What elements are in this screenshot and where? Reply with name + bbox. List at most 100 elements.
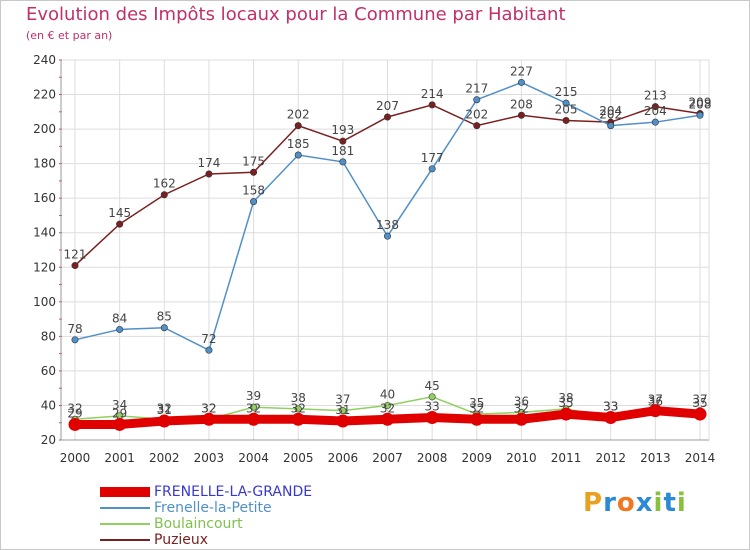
data-label: 32 bbox=[246, 401, 261, 415]
logo-letter: t bbox=[663, 488, 677, 518]
logo-letter: i bbox=[653, 488, 664, 518]
legend-label: Boulaincourt bbox=[154, 516, 243, 532]
data-point bbox=[294, 405, 302, 413]
x-tick-label: 2003 bbox=[194, 451, 225, 465]
data-label: 208 bbox=[689, 97, 712, 111]
logo-letter: o bbox=[616, 488, 636, 518]
data-label: 202 bbox=[465, 108, 488, 122]
data-label: 36 bbox=[648, 394, 663, 408]
data-label: 32 bbox=[380, 401, 395, 415]
x-tick-label: 2008 bbox=[417, 451, 448, 465]
data-label: 162 bbox=[153, 177, 176, 191]
data-point bbox=[339, 407, 347, 415]
data-label: 29 bbox=[112, 406, 127, 420]
legend-item: Puzieux bbox=[100, 532, 312, 548]
data-label: 37 bbox=[692, 393, 707, 407]
data-label: 32 bbox=[201, 401, 216, 415]
data-label: 32 bbox=[469, 401, 484, 415]
data-label: 31 bbox=[335, 403, 350, 417]
data-label: 32 bbox=[291, 401, 306, 415]
data-point bbox=[116, 325, 124, 333]
data-label: 40 bbox=[380, 387, 395, 401]
data-point bbox=[383, 113, 391, 121]
data-label: 37 bbox=[335, 393, 350, 407]
x-tick-label: 2002 bbox=[149, 451, 180, 465]
data-point bbox=[250, 403, 258, 411]
data-label: 78 bbox=[67, 322, 82, 336]
legend-label: FRENELLE-LA-GRANDE bbox=[154, 484, 313, 500]
x-tick-label: 2014 bbox=[685, 451, 716, 465]
data-label: 35 bbox=[558, 396, 573, 410]
y-tick-label: 40 bbox=[41, 398, 56, 412]
data-point bbox=[651, 118, 659, 126]
data-label: 85 bbox=[157, 310, 172, 324]
data-label: 158 bbox=[242, 184, 265, 198]
data-point bbox=[693, 407, 707, 421]
x-tick-label: 2011 bbox=[551, 451, 582, 465]
y-tick-label: 140 bbox=[33, 226, 56, 240]
data-label: 205 bbox=[555, 102, 578, 116]
legend-swatch bbox=[100, 523, 150, 525]
data-label: 33 bbox=[425, 400, 440, 414]
data-label: 175 bbox=[242, 154, 265, 168]
data-label: 38 bbox=[558, 391, 573, 405]
logo-letter: P bbox=[583, 488, 604, 518]
data-label: 145 bbox=[108, 206, 131, 220]
x-tick-label: 2010 bbox=[506, 451, 537, 465]
data-point bbox=[470, 412, 484, 426]
data-point bbox=[696, 111, 704, 119]
data-point bbox=[250, 198, 258, 206]
y-tick-label: 20 bbox=[41, 433, 56, 447]
x-tick-label: 2013 bbox=[640, 451, 671, 465]
data-label: 35 bbox=[469, 396, 484, 410]
data-label: 31 bbox=[157, 403, 172, 417]
data-label: 32 bbox=[201, 401, 216, 415]
proxiti-logo: Proxiti bbox=[583, 488, 687, 518]
data-label: 202 bbox=[287, 108, 310, 122]
data-point bbox=[202, 412, 216, 426]
y-tick-label: 80 bbox=[41, 329, 56, 343]
data-point bbox=[339, 158, 347, 166]
y-tick-label: 160 bbox=[33, 191, 56, 205]
data-point bbox=[514, 412, 528, 426]
data-point bbox=[381, 412, 394, 426]
data-point bbox=[71, 262, 79, 270]
legend-swatch bbox=[100, 487, 150, 497]
data-label: 209 bbox=[689, 96, 712, 110]
data-point bbox=[247, 412, 261, 426]
data-point bbox=[113, 417, 127, 431]
data-point bbox=[205, 346, 213, 354]
data-point bbox=[607, 122, 615, 130]
legend-item: Boulaincourt bbox=[100, 516, 312, 532]
data-label: 32 bbox=[67, 401, 82, 415]
data-point bbox=[160, 324, 168, 332]
data-label: 217 bbox=[465, 82, 488, 96]
data-label: 213 bbox=[644, 89, 667, 103]
logo-letter: x bbox=[635, 488, 654, 518]
data-point bbox=[294, 122, 302, 130]
data-label: 36 bbox=[514, 394, 529, 408]
data-label: 181 bbox=[331, 144, 354, 158]
x-tick-label: 2004 bbox=[238, 451, 269, 465]
data-label: 34 bbox=[112, 398, 127, 412]
data-label: 193 bbox=[331, 123, 354, 137]
data-point bbox=[651, 103, 659, 111]
data-label: 214 bbox=[421, 87, 444, 101]
data-label: 215 bbox=[555, 85, 578, 99]
data-point bbox=[291, 412, 305, 426]
y-tick-label: 100 bbox=[33, 295, 56, 309]
data-label: 138 bbox=[376, 218, 399, 232]
data-label: 35 bbox=[692, 396, 707, 410]
y-tick-label: 220 bbox=[33, 88, 56, 102]
data-label: 204 bbox=[644, 104, 667, 118]
data-point bbox=[383, 232, 391, 240]
data-label: 174 bbox=[197, 156, 220, 170]
data-point bbox=[562, 116, 570, 124]
data-point bbox=[336, 414, 350, 428]
data-point bbox=[559, 407, 573, 421]
data-point bbox=[157, 414, 171, 428]
data-point bbox=[648, 404, 662, 418]
x-tick-label: 2006 bbox=[328, 451, 359, 465]
data-point bbox=[383, 401, 391, 409]
data-point bbox=[473, 96, 481, 104]
